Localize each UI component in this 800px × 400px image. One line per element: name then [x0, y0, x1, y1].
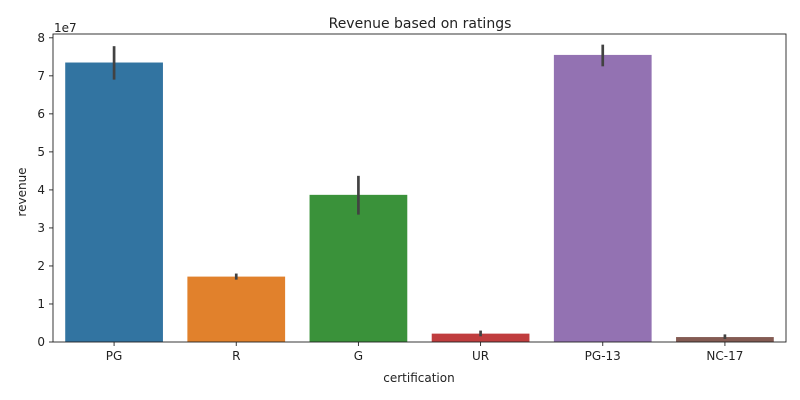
- y-tick-label: 7: [37, 69, 45, 83]
- x-axis-label: certification: [383, 371, 454, 385]
- x-tick-label: NC-17: [706, 349, 743, 363]
- bar-pg: [65, 62, 163, 342]
- y-tick-label: 3: [37, 221, 45, 235]
- x-tick-label: R: [232, 349, 240, 363]
- y-tick-label: 0: [37, 335, 45, 349]
- y-tick-label: 6: [37, 107, 45, 121]
- bar-g: [309, 194, 408, 342]
- plot-area: PG R G UR PG-13 NC-17 0 1 2 3 4 5 6 7 8: [37, 31, 787, 363]
- y-tick-label: 2: [37, 259, 45, 273]
- y-tick-label: 1: [37, 297, 45, 311]
- x-tick-label: PG: [106, 349, 123, 363]
- x-tick-label: G: [354, 349, 363, 363]
- x-tick-label: PG-13: [585, 349, 621, 363]
- plot-frame: [52, 33, 787, 343]
- bar-pg-13: [553, 54, 652, 343]
- y-offset-label: 1e7: [54, 21, 77, 35]
- bar-r: [187, 276, 286, 342]
- y-tick-label: 8: [37, 31, 45, 45]
- y-axis-label: revenue: [15, 167, 29, 216]
- y-tick-label: 4: [37, 183, 45, 197]
- x-tick-label: UR: [472, 349, 489, 363]
- y-tick-label: 5: [37, 145, 45, 159]
- bar-nc-17: [676, 337, 774, 342]
- bar-ur: [431, 333, 530, 342]
- chart-title: Revenue based on ratings: [329, 16, 512, 32]
